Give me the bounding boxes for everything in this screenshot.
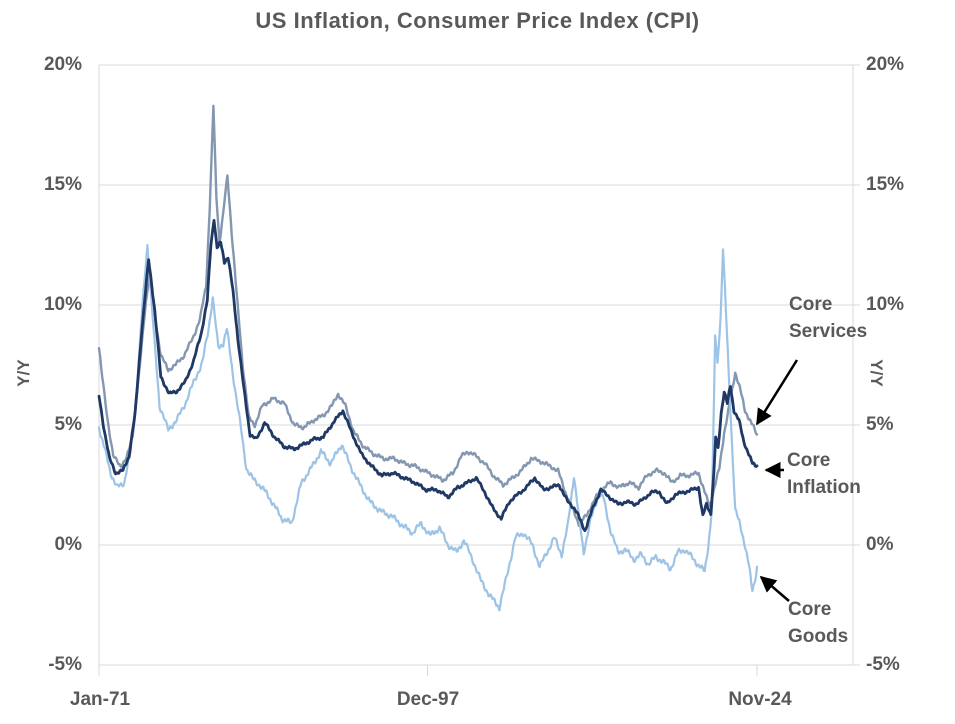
y-tick-left-0: 0% bbox=[54, 534, 82, 555]
x-tick-nov-24: Nov-24 bbox=[728, 689, 792, 710]
annotation-core-inflation: Core Inflation bbox=[787, 450, 861, 498]
y-tick-left-20: 20% bbox=[43, 54, 82, 75]
y-tick-left-5: 5% bbox=[54, 414, 82, 435]
y-tick-left-neg5: -5% bbox=[48, 654, 82, 675]
y-tick-right-20: 20% bbox=[866, 54, 905, 75]
y-tick-right-0: 0% bbox=[866, 534, 894, 555]
y-axis-title-right: Y/Y bbox=[867, 359, 886, 387]
x-tick-jan-71: Jan-71 bbox=[69, 689, 131, 710]
services-arrow bbox=[755, 359, 799, 426]
annotation-core-goods: Core Goods bbox=[788, 599, 849, 647]
chart-title: US Inflation, Consumer Price Index (CPI) bbox=[255, 8, 700, 33]
y-tick-right-15: 15% bbox=[866, 174, 905, 195]
y-tick-left-10: 10% bbox=[43, 294, 82, 315]
y-tick-right-5: 5% bbox=[866, 414, 894, 435]
x-tick-dec-97: Dec-97 bbox=[396, 689, 460, 710]
goods-arrow bbox=[759, 575, 790, 602]
annotation-core-services: Core Services bbox=[789, 294, 868, 342]
line-core-goods bbox=[97, 244, 759, 612]
y-axis-title-left: Y/Y bbox=[14, 359, 33, 387]
y-tick-right-10: 10% bbox=[866, 294, 905, 315]
line-core-inflation bbox=[97, 219, 759, 532]
line-core-services bbox=[97, 104, 759, 527]
y-tick-left-15: 15% bbox=[43, 174, 82, 195]
y-tick-right-neg5: -5% bbox=[866, 654, 900, 675]
